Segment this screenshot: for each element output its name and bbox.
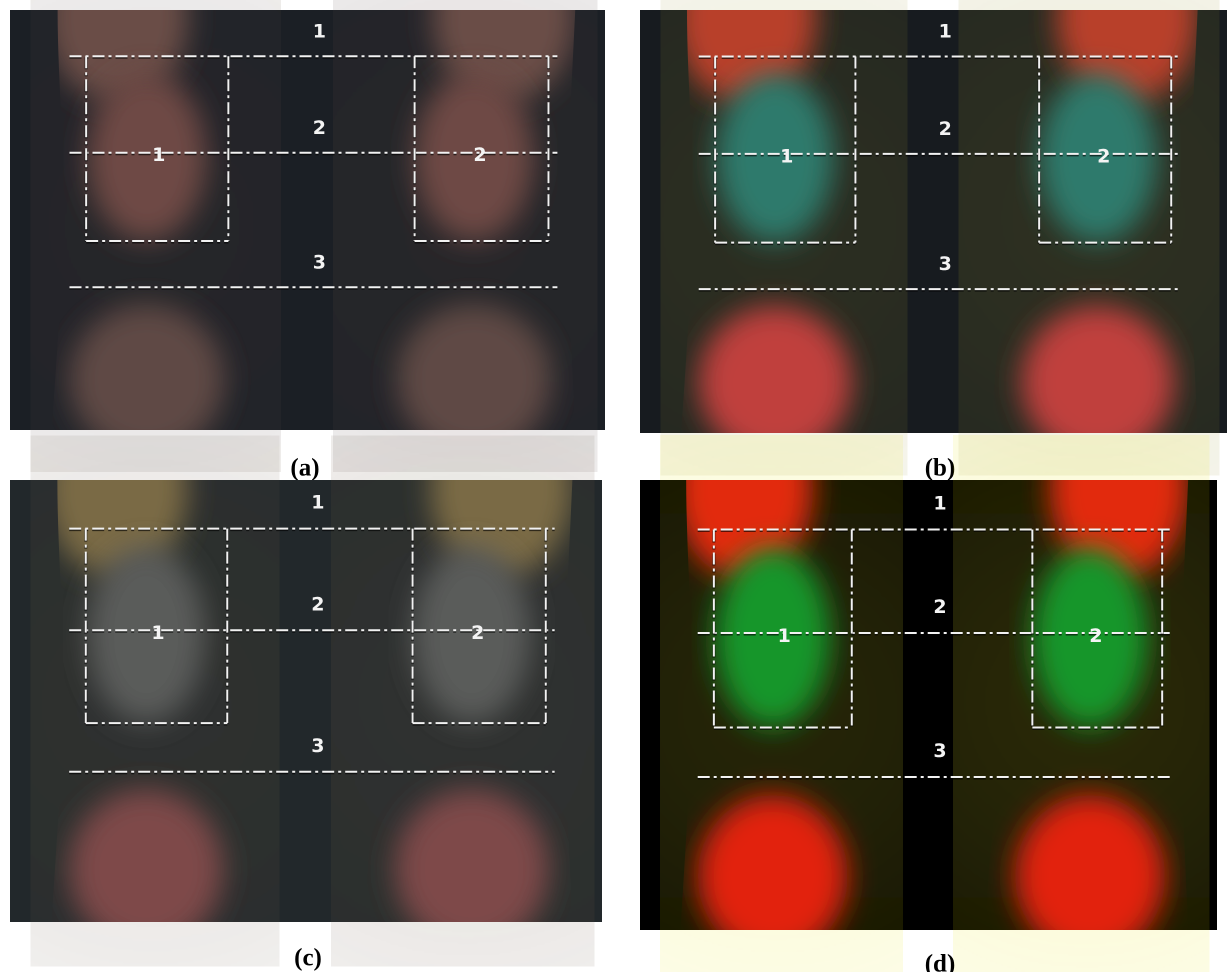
knee-region <box>87 73 207 241</box>
shin-region <box>698 306 852 433</box>
line-label: 1 <box>311 492 324 514</box>
line-label: 1 <box>933 492 946 514</box>
thigh-region <box>430 480 573 578</box>
panel-caption: (a) <box>290 455 319 482</box>
panel: 1 2 3 1 2 <box>10 10 605 430</box>
box-label: 2 <box>471 622 484 644</box>
line-label: 1 <box>939 20 952 42</box>
thigh-region <box>51 480 188 578</box>
panel: 1 2 3 1 2 <box>640 480 1217 930</box>
panel-caption: (b) <box>925 455 956 482</box>
shin-region <box>394 789 549 922</box>
knee-region <box>716 73 834 243</box>
leg-shading <box>1015 480 1189 930</box>
box-label: 2 <box>1097 145 1110 167</box>
knee-region <box>414 73 534 241</box>
thigh-region <box>1056 10 1198 104</box>
leg-shading <box>1021 10 1198 433</box>
leg-shading <box>51 480 224 922</box>
box-label: 1 <box>778 625 791 647</box>
shin-region <box>697 795 848 930</box>
panel: 1 2 3 1 2 <box>640 10 1227 433</box>
knee-region <box>1032 547 1148 728</box>
box-label: 1 <box>780 145 793 167</box>
line-label: 2 <box>313 117 326 139</box>
line-label: 3 <box>939 253 952 275</box>
knee-region <box>412 546 531 724</box>
leg-shading <box>394 480 573 922</box>
box-label: 2 <box>1089 625 1102 647</box>
line-label: 3 <box>311 735 324 757</box>
line-label: 2 <box>939 118 952 140</box>
shin-region <box>69 304 225 430</box>
thigh-region <box>681 10 817 104</box>
shin-region <box>1021 306 1175 433</box>
thigh-region <box>432 10 576 103</box>
line-label: 2 <box>311 593 324 615</box>
panel: 1 2 3 1 2 <box>10 480 602 922</box>
box-label: 2 <box>473 144 486 166</box>
line-label: 3 <box>313 251 326 273</box>
thigh-region <box>1049 480 1189 579</box>
box-label: 1 <box>152 144 165 166</box>
panel-caption: (c) <box>294 945 322 972</box>
shin-region <box>396 304 552 430</box>
thigh-region <box>51 10 189 103</box>
leg-shading <box>680 480 848 930</box>
shin-region <box>69 789 224 922</box>
panel-caption: (d) <box>925 951 956 972</box>
box-label: 1 <box>151 622 164 644</box>
line-label: 2 <box>933 596 946 618</box>
leg-shading <box>51 10 225 430</box>
knee-region <box>715 547 831 728</box>
knee-region <box>86 546 206 724</box>
knee-region <box>1039 73 1157 243</box>
shin-region <box>1015 795 1166 930</box>
leg-shading <box>681 10 852 433</box>
line-label: 1 <box>313 20 326 42</box>
leg-shading <box>396 10 576 430</box>
line-label: 3 <box>933 740 946 762</box>
thigh-region <box>680 480 814 579</box>
